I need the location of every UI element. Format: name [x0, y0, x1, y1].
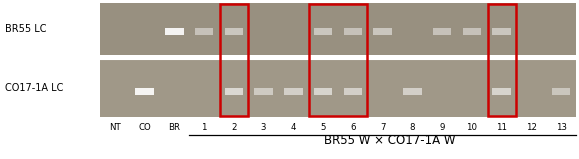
Text: BR55 W × CO17-1A W: BR55 W × CO17-1A W — [324, 135, 456, 148]
Text: 10: 10 — [466, 122, 477, 131]
Bar — [100, 59, 576, 117]
Bar — [254, 87, 273, 94]
Text: 13: 13 — [556, 122, 567, 131]
Bar — [225, 28, 243, 35]
Bar — [463, 28, 481, 35]
Text: 1: 1 — [201, 122, 207, 131]
Text: 3: 3 — [261, 122, 266, 131]
Text: 5: 5 — [320, 122, 326, 131]
Bar — [344, 87, 362, 94]
Bar — [403, 87, 422, 94]
Bar — [314, 87, 332, 94]
Bar — [314, 28, 332, 35]
Bar — [492, 28, 511, 35]
Bar — [135, 87, 154, 94]
Text: NT: NT — [109, 122, 121, 131]
Bar — [100, 3, 576, 55]
Bar — [309, 4, 367, 116]
Text: CO: CO — [138, 122, 151, 131]
Bar — [552, 87, 570, 94]
Bar — [488, 4, 515, 116]
Text: 9: 9 — [439, 122, 445, 131]
Text: 4: 4 — [291, 122, 296, 131]
Text: BR55 LC: BR55 LC — [5, 24, 46, 34]
Bar — [284, 87, 303, 94]
Bar — [220, 4, 248, 116]
Bar — [492, 87, 511, 94]
Text: CO17-1A LC: CO17-1A LC — [5, 83, 63, 93]
Text: 11: 11 — [496, 122, 507, 131]
Text: BR: BR — [168, 122, 181, 131]
Bar — [195, 28, 213, 35]
Text: 12: 12 — [526, 122, 537, 131]
Text: 6: 6 — [350, 122, 356, 131]
Bar — [373, 28, 392, 35]
Text: 7: 7 — [380, 122, 386, 131]
Bar — [225, 87, 243, 94]
Text: 2: 2 — [231, 122, 237, 131]
Bar — [433, 28, 452, 35]
Text: 8: 8 — [409, 122, 415, 131]
Bar — [165, 28, 184, 35]
Bar — [344, 28, 362, 35]
